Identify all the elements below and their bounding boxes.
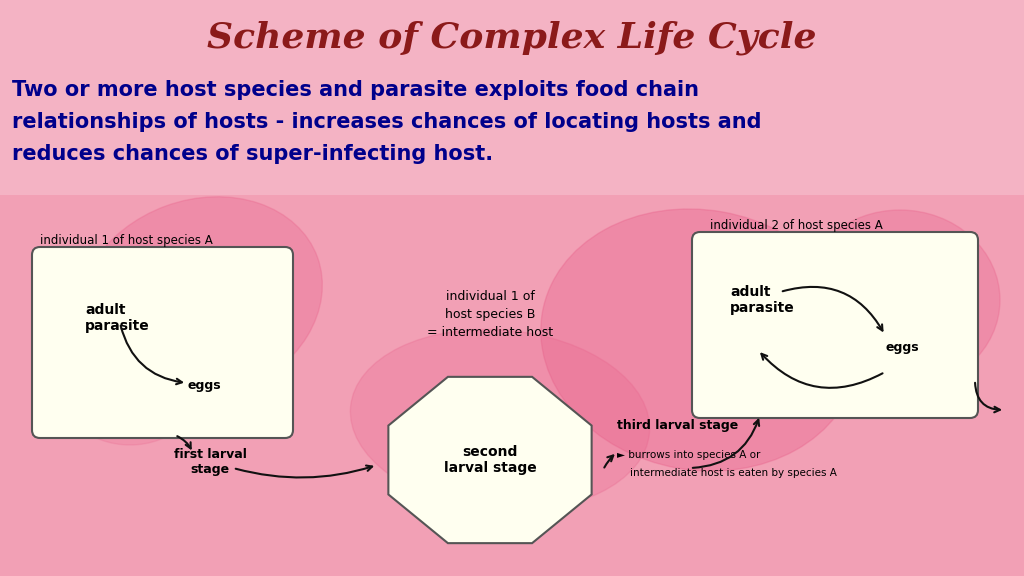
Text: third larval stage: third larval stage (617, 419, 738, 432)
Text: eggs: eggs (885, 342, 919, 354)
Text: adult
parasite: adult parasite (85, 303, 150, 333)
Text: reduces chances of super-infecting host.: reduces chances of super-infecting host. (12, 144, 494, 164)
Ellipse shape (541, 209, 859, 471)
Text: eggs: eggs (188, 378, 221, 392)
Text: individual 1 of
host species B
= intermediate host: individual 1 of host species B = interme… (427, 290, 553, 339)
Ellipse shape (55, 315, 205, 445)
FancyBboxPatch shape (692, 232, 978, 418)
Text: second
larval stage: second larval stage (443, 445, 537, 475)
Text: intermediate host is eaten by species A: intermediate host is eaten by species A (630, 468, 837, 478)
Ellipse shape (78, 197, 323, 403)
Text: ► burrows into species A or: ► burrows into species A or (617, 450, 761, 460)
Text: relationships of hosts - increases chances of locating hosts and: relationships of hosts - increases chanc… (12, 112, 762, 132)
Text: individual 1 of host species A: individual 1 of host species A (40, 234, 213, 247)
FancyBboxPatch shape (32, 247, 293, 438)
Ellipse shape (800, 210, 1000, 390)
Bar (0, 0, 1024, 195)
Text: Scheme of Complex Life Cycle: Scheme of Complex Life Cycle (207, 21, 817, 55)
Polygon shape (388, 377, 592, 543)
Text: adult
parasite: adult parasite (730, 285, 795, 315)
Text: Two or more host species and parasite exploits food chain: Two or more host species and parasite ex… (12, 80, 699, 100)
Text: individual 2 of host species A: individual 2 of host species A (710, 219, 883, 232)
Ellipse shape (350, 329, 649, 510)
Text: first larval
stage: first larval stage (173, 448, 247, 476)
